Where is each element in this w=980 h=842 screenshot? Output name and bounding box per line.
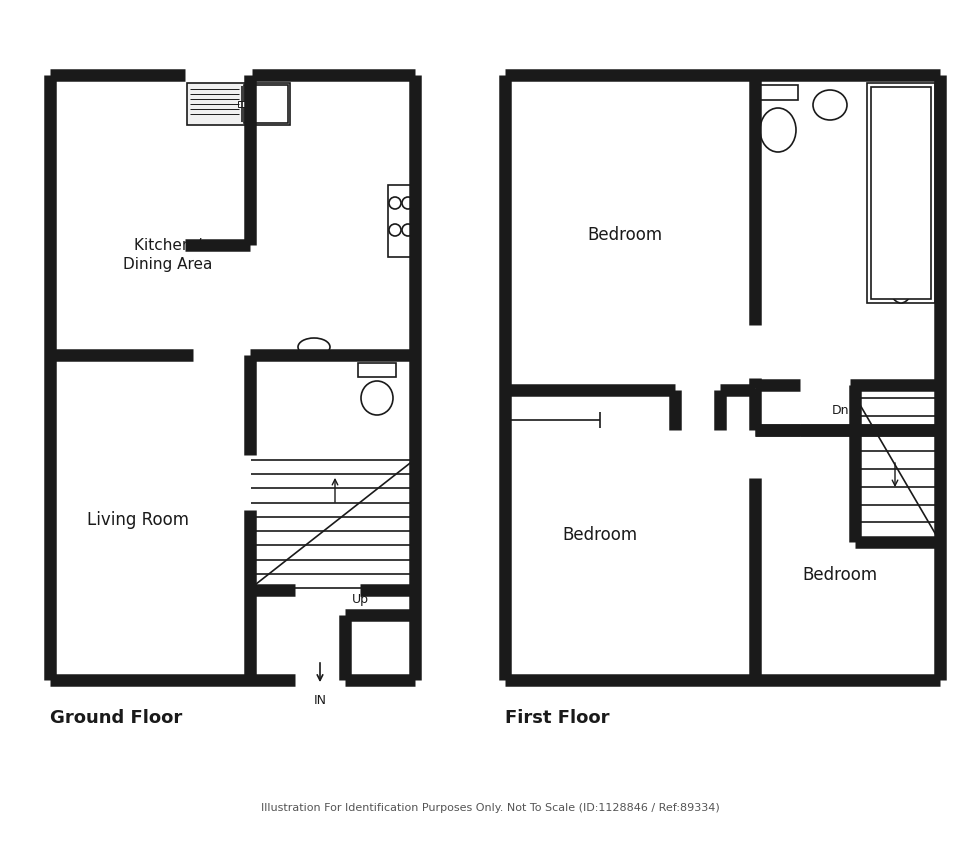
Bar xyxy=(187,83,290,125)
Bar xyxy=(244,85,288,123)
Ellipse shape xyxy=(876,123,926,303)
Bar xyxy=(388,185,415,257)
Text: Bedroom: Bedroom xyxy=(563,526,638,544)
Text: Up: Up xyxy=(352,594,368,606)
Circle shape xyxy=(402,224,414,236)
Text: Bedroom: Bedroom xyxy=(587,226,662,244)
Bar xyxy=(758,85,798,100)
Circle shape xyxy=(389,197,401,209)
Text: Ground Floor: Ground Floor xyxy=(50,709,182,727)
Text: First Floor: First Floor xyxy=(505,709,610,727)
Text: Bedroom: Bedroom xyxy=(803,566,877,584)
Bar xyxy=(358,363,396,377)
Ellipse shape xyxy=(298,338,330,356)
Bar xyxy=(867,83,935,303)
Text: Dn: Dn xyxy=(831,403,849,417)
Ellipse shape xyxy=(361,381,393,415)
Circle shape xyxy=(402,197,414,209)
Text: Illustration For Identification Purposes Only. Not To Scale (ID:1128846 / Ref:89: Illustration For Identification Purposes… xyxy=(261,803,719,813)
Text: IN: IN xyxy=(314,694,326,706)
Ellipse shape xyxy=(760,108,796,152)
Circle shape xyxy=(389,224,401,236)
Ellipse shape xyxy=(813,90,847,120)
Text: Living Room: Living Room xyxy=(87,511,189,529)
Text: Kitchen /
Dining Area: Kitchen / Dining Area xyxy=(123,237,213,273)
Bar xyxy=(871,87,931,299)
Bar xyxy=(238,101,246,107)
